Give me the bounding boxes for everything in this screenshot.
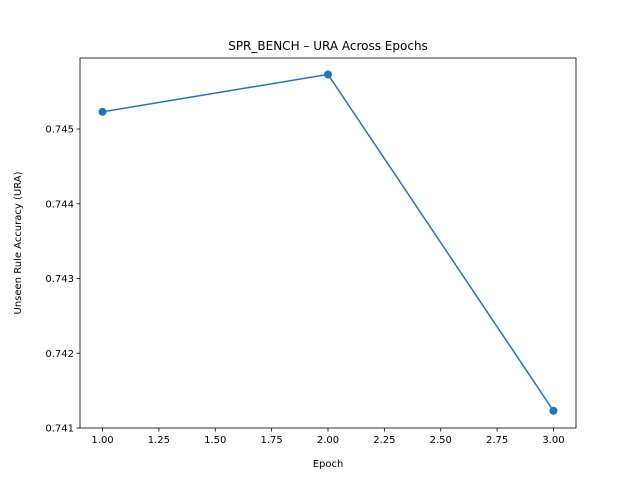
data-point: [324, 70, 332, 79]
y-tick-label: 0.741: [45, 424, 74, 435]
plot-frame: [79, 57, 577, 429]
data-point: [98, 107, 107, 116]
x-tick-label: 1.00: [91, 435, 113, 446]
data-point: [549, 406, 558, 415]
plot-area: [80, 58, 576, 428]
x-tick-label: 3.00: [542, 435, 564, 446]
y-tick-label: 0.744: [45, 199, 74, 210]
x-tick-label: 2.00: [317, 435, 339, 446]
x-tick-label: 1.25: [148, 435, 170, 446]
chart-title: SPR_BENCH – URA Across Epochs: [228, 39, 428, 53]
y-axis-ticks: 0.741 0.742 0.743 0.744 0.745: [45, 125, 80, 435]
x-tick-label: 2.75: [486, 435, 508, 446]
y-axis-label: Unseen Rule Accuracy (URA): [13, 171, 24, 314]
x-tick-label: 2.50: [430, 435, 452, 446]
y-tick-label: 0.743: [45, 274, 74, 285]
x-tick-label: 1.75: [261, 435, 283, 446]
x-tick-label: 1.50: [204, 435, 226, 446]
x-axis-label: Epoch: [313, 459, 344, 470]
series-layer: [98, 70, 558, 415]
y-tick-label: 0.742: [45, 349, 74, 360]
x-tick-label: 2.25: [373, 435, 395, 446]
y-tick-label: 0.745: [45, 125, 74, 136]
x-axis-ticks: 1.00 1.25 1.50 1.75 2.00 2.25 2.50 2.75 3.00: [91, 428, 565, 446]
